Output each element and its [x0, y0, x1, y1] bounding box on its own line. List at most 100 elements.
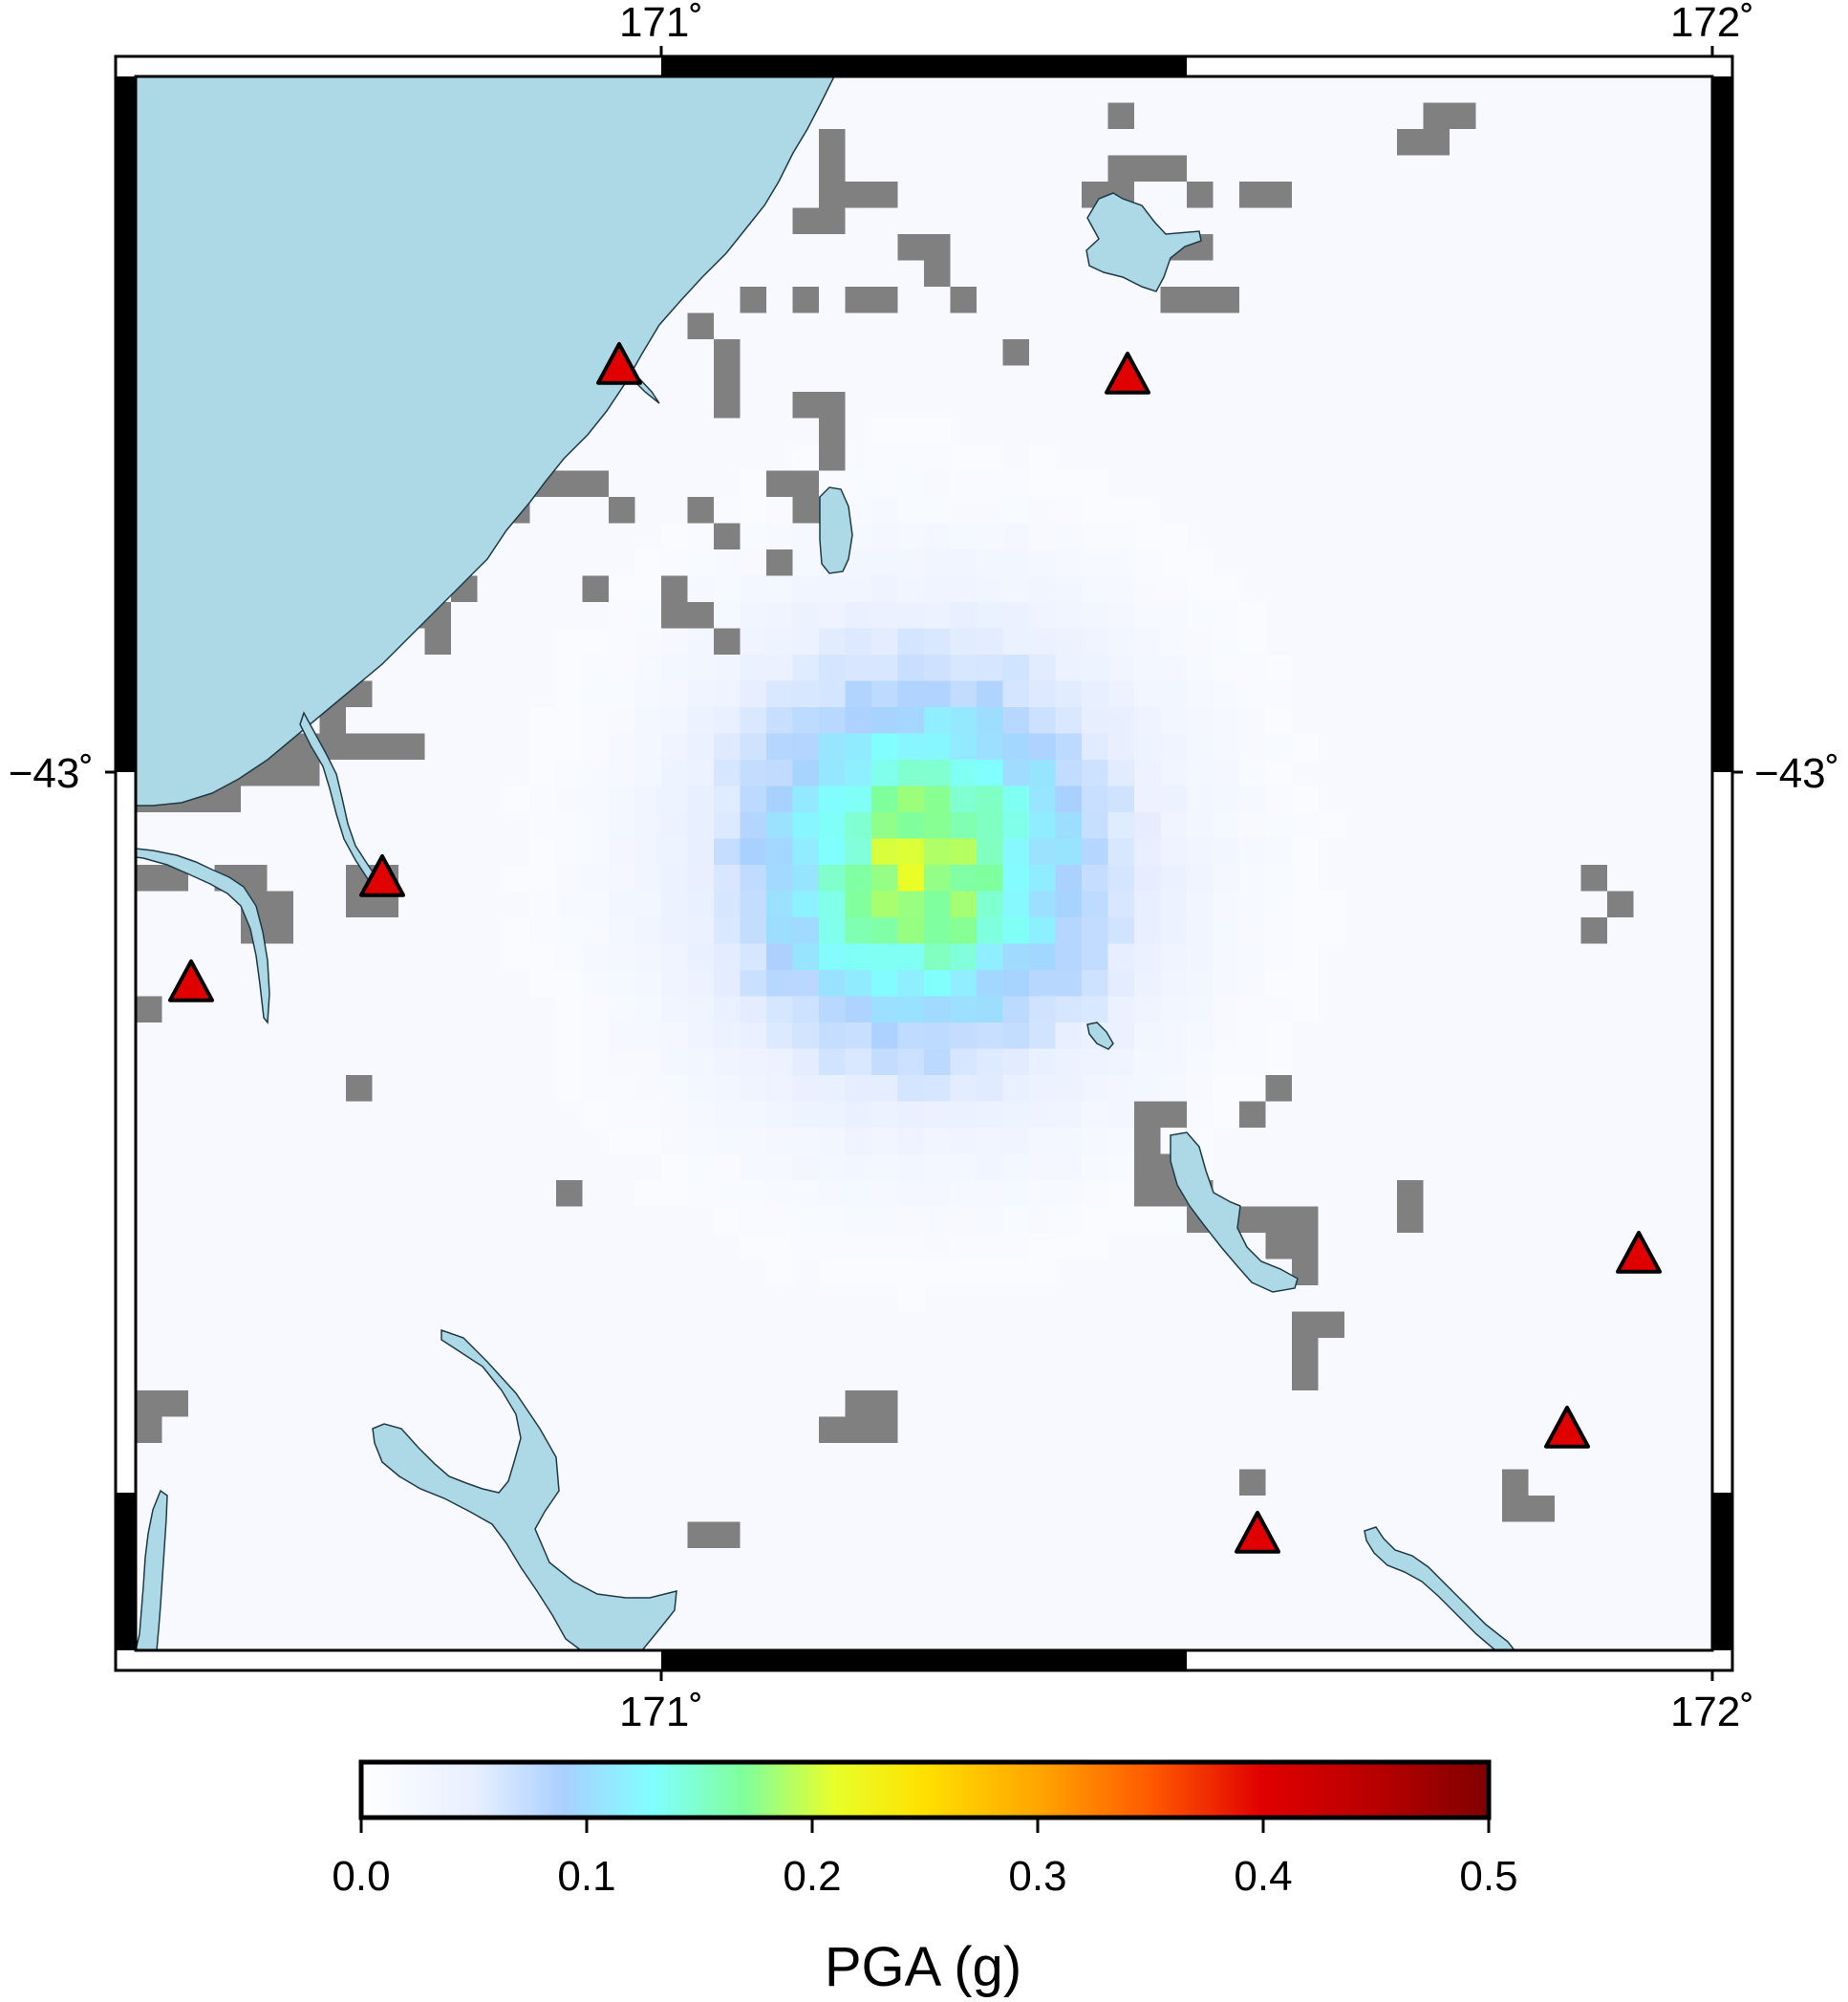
- pga-cell: [871, 891, 899, 918]
- no-data-cell: [214, 786, 241, 812]
- pga-cell: [1029, 760, 1057, 787]
- pga-cell: [950, 786, 978, 813]
- no-data-cell: [845, 182, 871, 208]
- no-data-cell: [1134, 1101, 1161, 1128]
- pga-cell: [1265, 1048, 1293, 1076]
- pga-cell: [556, 1048, 584, 1076]
- pga-cell: [924, 1180, 952, 1208]
- no-data-cell: [661, 602, 688, 629]
- pga-cell: [819, 1259, 847, 1286]
- no-data-cell: [687, 497, 714, 524]
- pga-cell: [1160, 812, 1188, 840]
- pga-cell: [1055, 786, 1083, 813]
- pga-cell: [897, 1180, 925, 1208]
- pga-cell: [924, 1233, 952, 1260]
- pga-cell: [977, 523, 1004, 550]
- pga-cell: [714, 917, 741, 945]
- pga-cell: [609, 891, 636, 918]
- pga-cell: [924, 760, 952, 787]
- no-data-cell: [819, 129, 846, 156]
- pga-cell: [1107, 628, 1135, 656]
- no-data-cell: [1134, 155, 1161, 182]
- pga-cell: [1082, 575, 1109, 603]
- pga-cell: [1082, 549, 1109, 577]
- pga-cell: [740, 655, 767, 682]
- pga-cell: [819, 602, 847, 630]
- no-data-cell: [819, 392, 846, 419]
- pga-cell: [1082, 865, 1109, 893]
- ocean-area: [136, 76, 835, 807]
- pga-cell: [740, 970, 767, 998]
- pga-cell: [1002, 1153, 1030, 1181]
- pga-cell: [1002, 760, 1030, 787]
- pga-cell: [1187, 549, 1214, 577]
- pga-cell: [871, 1206, 899, 1234]
- pga-cell: [1029, 996, 1057, 1023]
- pga-cell: [1318, 891, 1345, 918]
- pga-cell: [819, 970, 847, 998]
- pga-cell: [1265, 812, 1293, 840]
- no-data-cell: [582, 575, 609, 602]
- pga-cell: [1239, 602, 1267, 630]
- pga-cell: [714, 655, 741, 682]
- pga-cell: [1107, 549, 1135, 577]
- pga-cell: [950, 655, 978, 682]
- pga-cell: [1082, 1153, 1109, 1181]
- pga-cell: [687, 891, 715, 918]
- pga-cell: [950, 970, 978, 998]
- pga-cell: [740, 891, 767, 918]
- no-data-cell: [293, 760, 320, 786]
- pga-cell: [897, 917, 925, 945]
- pga-cell: [529, 970, 557, 998]
- pga-cell: [871, 865, 899, 893]
- pga-cell: [1134, 786, 1162, 813]
- pga-cell: [556, 838, 584, 866]
- pga-cell: [819, 1075, 847, 1103]
- pga-cell: [661, 891, 689, 918]
- pga-cell: [924, 1153, 952, 1181]
- pga-cell: [1187, 1075, 1214, 1103]
- pga-cell: [1239, 1075, 1267, 1103]
- pga-cell: [766, 707, 794, 735]
- pga-cell: [740, 1153, 767, 1181]
- pga-cell: [1107, 996, 1135, 1023]
- pga-cell: [1107, 1075, 1135, 1103]
- no-data-cell: [241, 865, 268, 892]
- lake-east: [1170, 1131, 1299, 1293]
- pga-cell: [1082, 1233, 1109, 1260]
- no-data-cell: [136, 996, 162, 1023]
- pga-cell: [1002, 628, 1030, 656]
- pga-cell: [740, 996, 767, 1023]
- pga-cell: [1187, 917, 1214, 945]
- pga-cell: [1213, 891, 1240, 918]
- pga-cell: [687, 1023, 715, 1050]
- no-data-cell: [1187, 182, 1214, 208]
- pga-cell: [792, 1075, 820, 1103]
- pga-cell: [661, 549, 689, 577]
- pga-cell: [1029, 680, 1057, 708]
- pga-cell: [582, 812, 610, 840]
- pga-cell: [950, 1206, 978, 1234]
- pga-cell: [897, 1023, 925, 1050]
- pga-cell: [634, 812, 662, 840]
- pga-cell: [924, 707, 952, 735]
- pga-cell: [634, 602, 662, 630]
- pga-cell: [1160, 1048, 1188, 1076]
- pga-cell: [1002, 943, 1030, 971]
- pga-cell: [529, 917, 557, 945]
- no-data-cell: [714, 339, 741, 366]
- pga-cell: [740, 470, 767, 498]
- no-data-cell: [1292, 1338, 1319, 1365]
- pga-cell: [1002, 838, 1030, 866]
- pga-cell: [924, 1023, 952, 1050]
- pga-cell: [1082, 497, 1109, 525]
- pga-cell: [792, 1128, 820, 1155]
- pga-cell: [766, 996, 794, 1023]
- colorbar-tick-label: 0.5: [1459, 1853, 1517, 1900]
- pga-cell: [950, 1233, 978, 1260]
- pga-cell: [740, 838, 767, 866]
- lake-small-center: [1086, 1022, 1114, 1050]
- pga-cell: [714, 497, 741, 525]
- pga-cell: [1082, 470, 1109, 498]
- no-data-cell: [819, 444, 846, 471]
